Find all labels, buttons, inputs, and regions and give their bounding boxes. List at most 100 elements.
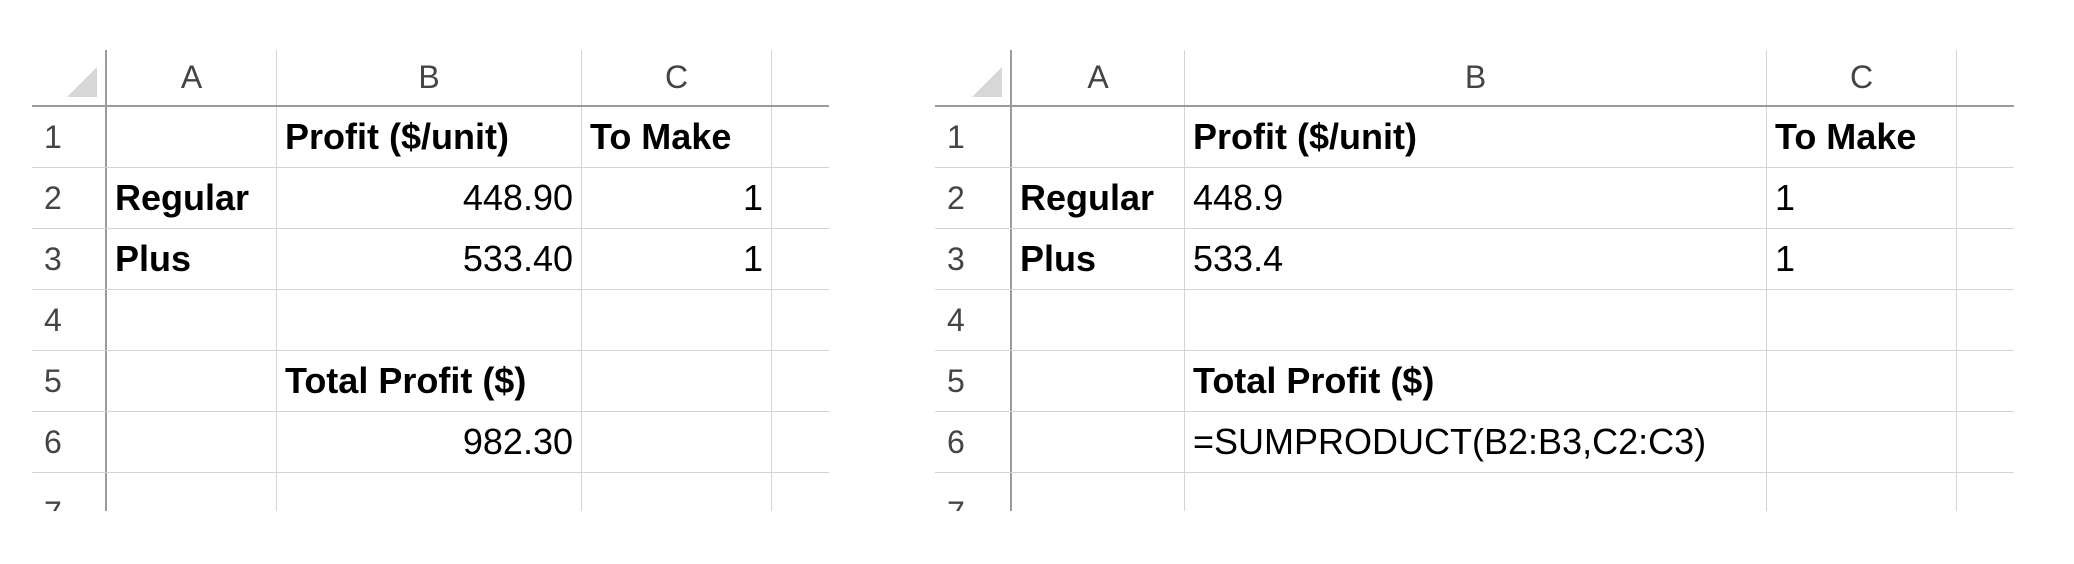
table-row: 1 Profit ($/unit) To Make xyxy=(32,107,829,168)
cell-b1[interactable]: Profit ($/unit) xyxy=(1185,107,1767,167)
cell-a4[interactable] xyxy=(1012,290,1185,350)
table-row: 2 Regular 448.90 1 xyxy=(32,168,829,229)
spreadsheet-grid: A B C 1 Profit ($/unit) To Make 2 Regula… xyxy=(32,50,829,511)
cell-c1[interactable]: To Make xyxy=(1767,107,1957,167)
cell-b6[interactable]: 982.30 xyxy=(277,412,582,472)
column-header-b[interactable]: B xyxy=(277,50,582,105)
cell-a6[interactable] xyxy=(1012,412,1185,472)
row-header-2[interactable]: 2 xyxy=(935,168,1012,228)
table-row: 4 xyxy=(32,290,829,351)
cell-b2[interactable]: 448.90 xyxy=(277,168,582,228)
table-row: 1 Profit ($/unit) To Make xyxy=(935,107,2014,168)
row-header-3[interactable]: 3 xyxy=(32,229,107,289)
cell-d7[interactable] xyxy=(772,473,829,511)
cell-b1[interactable]: Profit ($/unit) xyxy=(277,107,582,167)
cell-b2[interactable]: 448.9 xyxy=(1185,168,1767,228)
cell-d4[interactable] xyxy=(772,290,829,350)
cell-b3[interactable]: 533.40 xyxy=(277,229,582,289)
cell-b4[interactable] xyxy=(277,290,582,350)
cell-a3[interactable]: Plus xyxy=(1012,229,1185,289)
row-header-2[interactable]: 2 xyxy=(32,168,107,228)
cell-d2[interactable] xyxy=(1957,168,2014,228)
cell-d7[interactable] xyxy=(1957,473,2014,511)
column-header-c[interactable]: C xyxy=(582,50,772,105)
cell-a1[interactable] xyxy=(107,107,277,167)
cell-d3[interactable] xyxy=(772,229,829,289)
cell-c4[interactable] xyxy=(1767,290,1957,350)
cell-a4[interactable] xyxy=(107,290,277,350)
select-all-triangle-icon xyxy=(972,67,1002,97)
table-row: 7 xyxy=(935,473,2014,511)
column-header-next[interactable] xyxy=(1957,50,2014,105)
column-header-row: A B C xyxy=(935,50,2014,107)
cell-c6[interactable] xyxy=(1767,412,1957,472)
row-header-5[interactable]: 5 xyxy=(32,351,107,411)
column-header-c[interactable]: C xyxy=(1767,50,1957,105)
spreadsheet-values-view: A B C 1 Profit ($/unit) To Make 2 Regula… xyxy=(32,50,829,511)
row-header-3[interactable]: 3 xyxy=(935,229,1012,289)
cell-d5[interactable] xyxy=(1957,351,2014,411)
cell-c3[interactable]: 1 xyxy=(582,229,772,289)
cell-d3[interactable] xyxy=(1957,229,2014,289)
cell-a6[interactable] xyxy=(107,412,277,472)
cell-b6-formula[interactable]: =SUMPRODUCT(B2:B3,C2:C3) xyxy=(1185,412,1767,472)
cell-d1[interactable] xyxy=(772,107,829,167)
row-header-1[interactable]: 1 xyxy=(935,107,1012,167)
cell-a5[interactable] xyxy=(107,351,277,411)
cell-c5[interactable] xyxy=(582,351,772,411)
cell-d6[interactable] xyxy=(1957,412,2014,472)
cell-c3[interactable]: 1 xyxy=(1767,229,1957,289)
table-row: 5 Total Profit ($) xyxy=(935,351,2014,412)
table-row: 3 Plus 533.4 1 xyxy=(935,229,2014,290)
table-row: 2 Regular 448.9 1 xyxy=(935,168,2014,229)
table-row: 6 =SUMPRODUCT(B2:B3,C2:C3) xyxy=(935,412,2014,473)
cell-d6[interactable] xyxy=(772,412,829,472)
cell-b7[interactable] xyxy=(1185,473,1767,511)
cell-a3[interactable]: Plus xyxy=(107,229,277,289)
cell-d1[interactable] xyxy=(1957,107,2014,167)
row-header-5[interactable]: 5 xyxy=(935,351,1012,411)
cell-a2[interactable]: Regular xyxy=(1012,168,1185,228)
cell-d4[interactable] xyxy=(1957,290,2014,350)
row-header-4[interactable]: 4 xyxy=(32,290,107,350)
cell-c5[interactable] xyxy=(1767,351,1957,411)
cell-b5[interactable]: Total Profit ($) xyxy=(1185,351,1767,411)
cell-a7[interactable] xyxy=(1012,473,1185,511)
column-header-a[interactable]: A xyxy=(107,50,277,105)
cell-a1[interactable] xyxy=(1012,107,1185,167)
cell-d5[interactable] xyxy=(772,351,829,411)
table-row: 4 xyxy=(935,290,2014,351)
row-header-7[interactable]: 7 xyxy=(935,473,1012,511)
cell-a2[interactable]: Regular xyxy=(107,168,277,228)
cell-d2[interactable] xyxy=(772,168,829,228)
cell-c1[interactable]: To Make xyxy=(582,107,772,167)
row-header-6[interactable]: 6 xyxy=(935,412,1012,472)
select-all-corner[interactable] xyxy=(935,50,1012,105)
cell-b5[interactable]: Total Profit ($) xyxy=(277,351,582,411)
row-header-1[interactable]: 1 xyxy=(32,107,107,167)
cell-b3[interactable]: 533.4 xyxy=(1185,229,1767,289)
column-header-next[interactable] xyxy=(772,50,829,105)
cell-c7[interactable] xyxy=(1767,473,1957,511)
table-row: 7 xyxy=(32,473,829,511)
column-header-b[interactable]: B xyxy=(1185,50,1767,105)
row-header-7[interactable]: 7 xyxy=(32,473,107,511)
column-header-a[interactable]: A xyxy=(1012,50,1185,105)
cell-a7[interactable] xyxy=(107,473,277,511)
table-row: 5 Total Profit ($) xyxy=(32,351,829,412)
cell-c2[interactable]: 1 xyxy=(582,168,772,228)
spreadsheet-grid: A B C 1 Profit ($/unit) To Make 2 Regula… xyxy=(935,50,2014,511)
spreadsheet-formulas-view: A B C 1 Profit ($/unit) To Make 2 Regula… xyxy=(935,50,2014,511)
select-all-corner[interactable] xyxy=(32,50,107,105)
cell-a5[interactable] xyxy=(1012,351,1185,411)
cell-c4[interactable] xyxy=(582,290,772,350)
table-row: 3 Plus 533.40 1 xyxy=(32,229,829,290)
cell-b4[interactable] xyxy=(1185,290,1767,350)
column-header-row: A B C xyxy=(32,50,829,107)
cell-c6[interactable] xyxy=(582,412,772,472)
row-header-4[interactable]: 4 xyxy=(935,290,1012,350)
row-header-6[interactable]: 6 xyxy=(32,412,107,472)
cell-c2[interactable]: 1 xyxy=(1767,168,1957,228)
cell-b7[interactable] xyxy=(277,473,582,511)
cell-c7[interactable] xyxy=(582,473,772,511)
